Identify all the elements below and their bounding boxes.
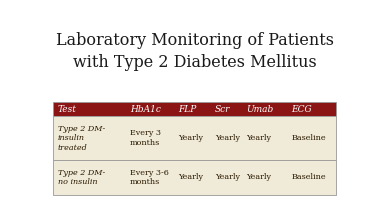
Text: ECG: ECG [291, 105, 312, 114]
Text: Yearly: Yearly [215, 173, 240, 181]
Text: Laboratory Monitoring of Patients
with Type 2 Diabetes Mellitus: Laboratory Monitoring of Patients with T… [56, 32, 334, 71]
Text: Test: Test [58, 105, 77, 114]
Text: Yearly: Yearly [246, 134, 271, 142]
Text: Scr: Scr [215, 105, 230, 114]
Text: Baseline: Baseline [291, 134, 326, 142]
Bar [53, 160, 336, 195]
Bar [53, 116, 336, 160]
Text: Type 2 DM-
no insulin: Type 2 DM- no insulin [58, 169, 105, 186]
Text: Yearly: Yearly [215, 134, 240, 142]
Text: FLP: FLP [178, 105, 196, 114]
Text: Every 3
months: Every 3 months [130, 129, 161, 147]
Text: Yearly: Yearly [246, 173, 271, 181]
Text: Every 3-6
months: Every 3-6 months [130, 169, 169, 186]
Bar [53, 102, 336, 116]
Text: Baseline: Baseline [291, 173, 326, 181]
Text: Umab: Umab [246, 105, 273, 114]
Text: Yearly: Yearly [178, 173, 203, 181]
Text: Yearly: Yearly [178, 134, 203, 142]
Text: Type 2 DM-
insulin
treated: Type 2 DM- insulin treated [58, 125, 105, 151]
Text: HbA1c: HbA1c [130, 105, 161, 114]
